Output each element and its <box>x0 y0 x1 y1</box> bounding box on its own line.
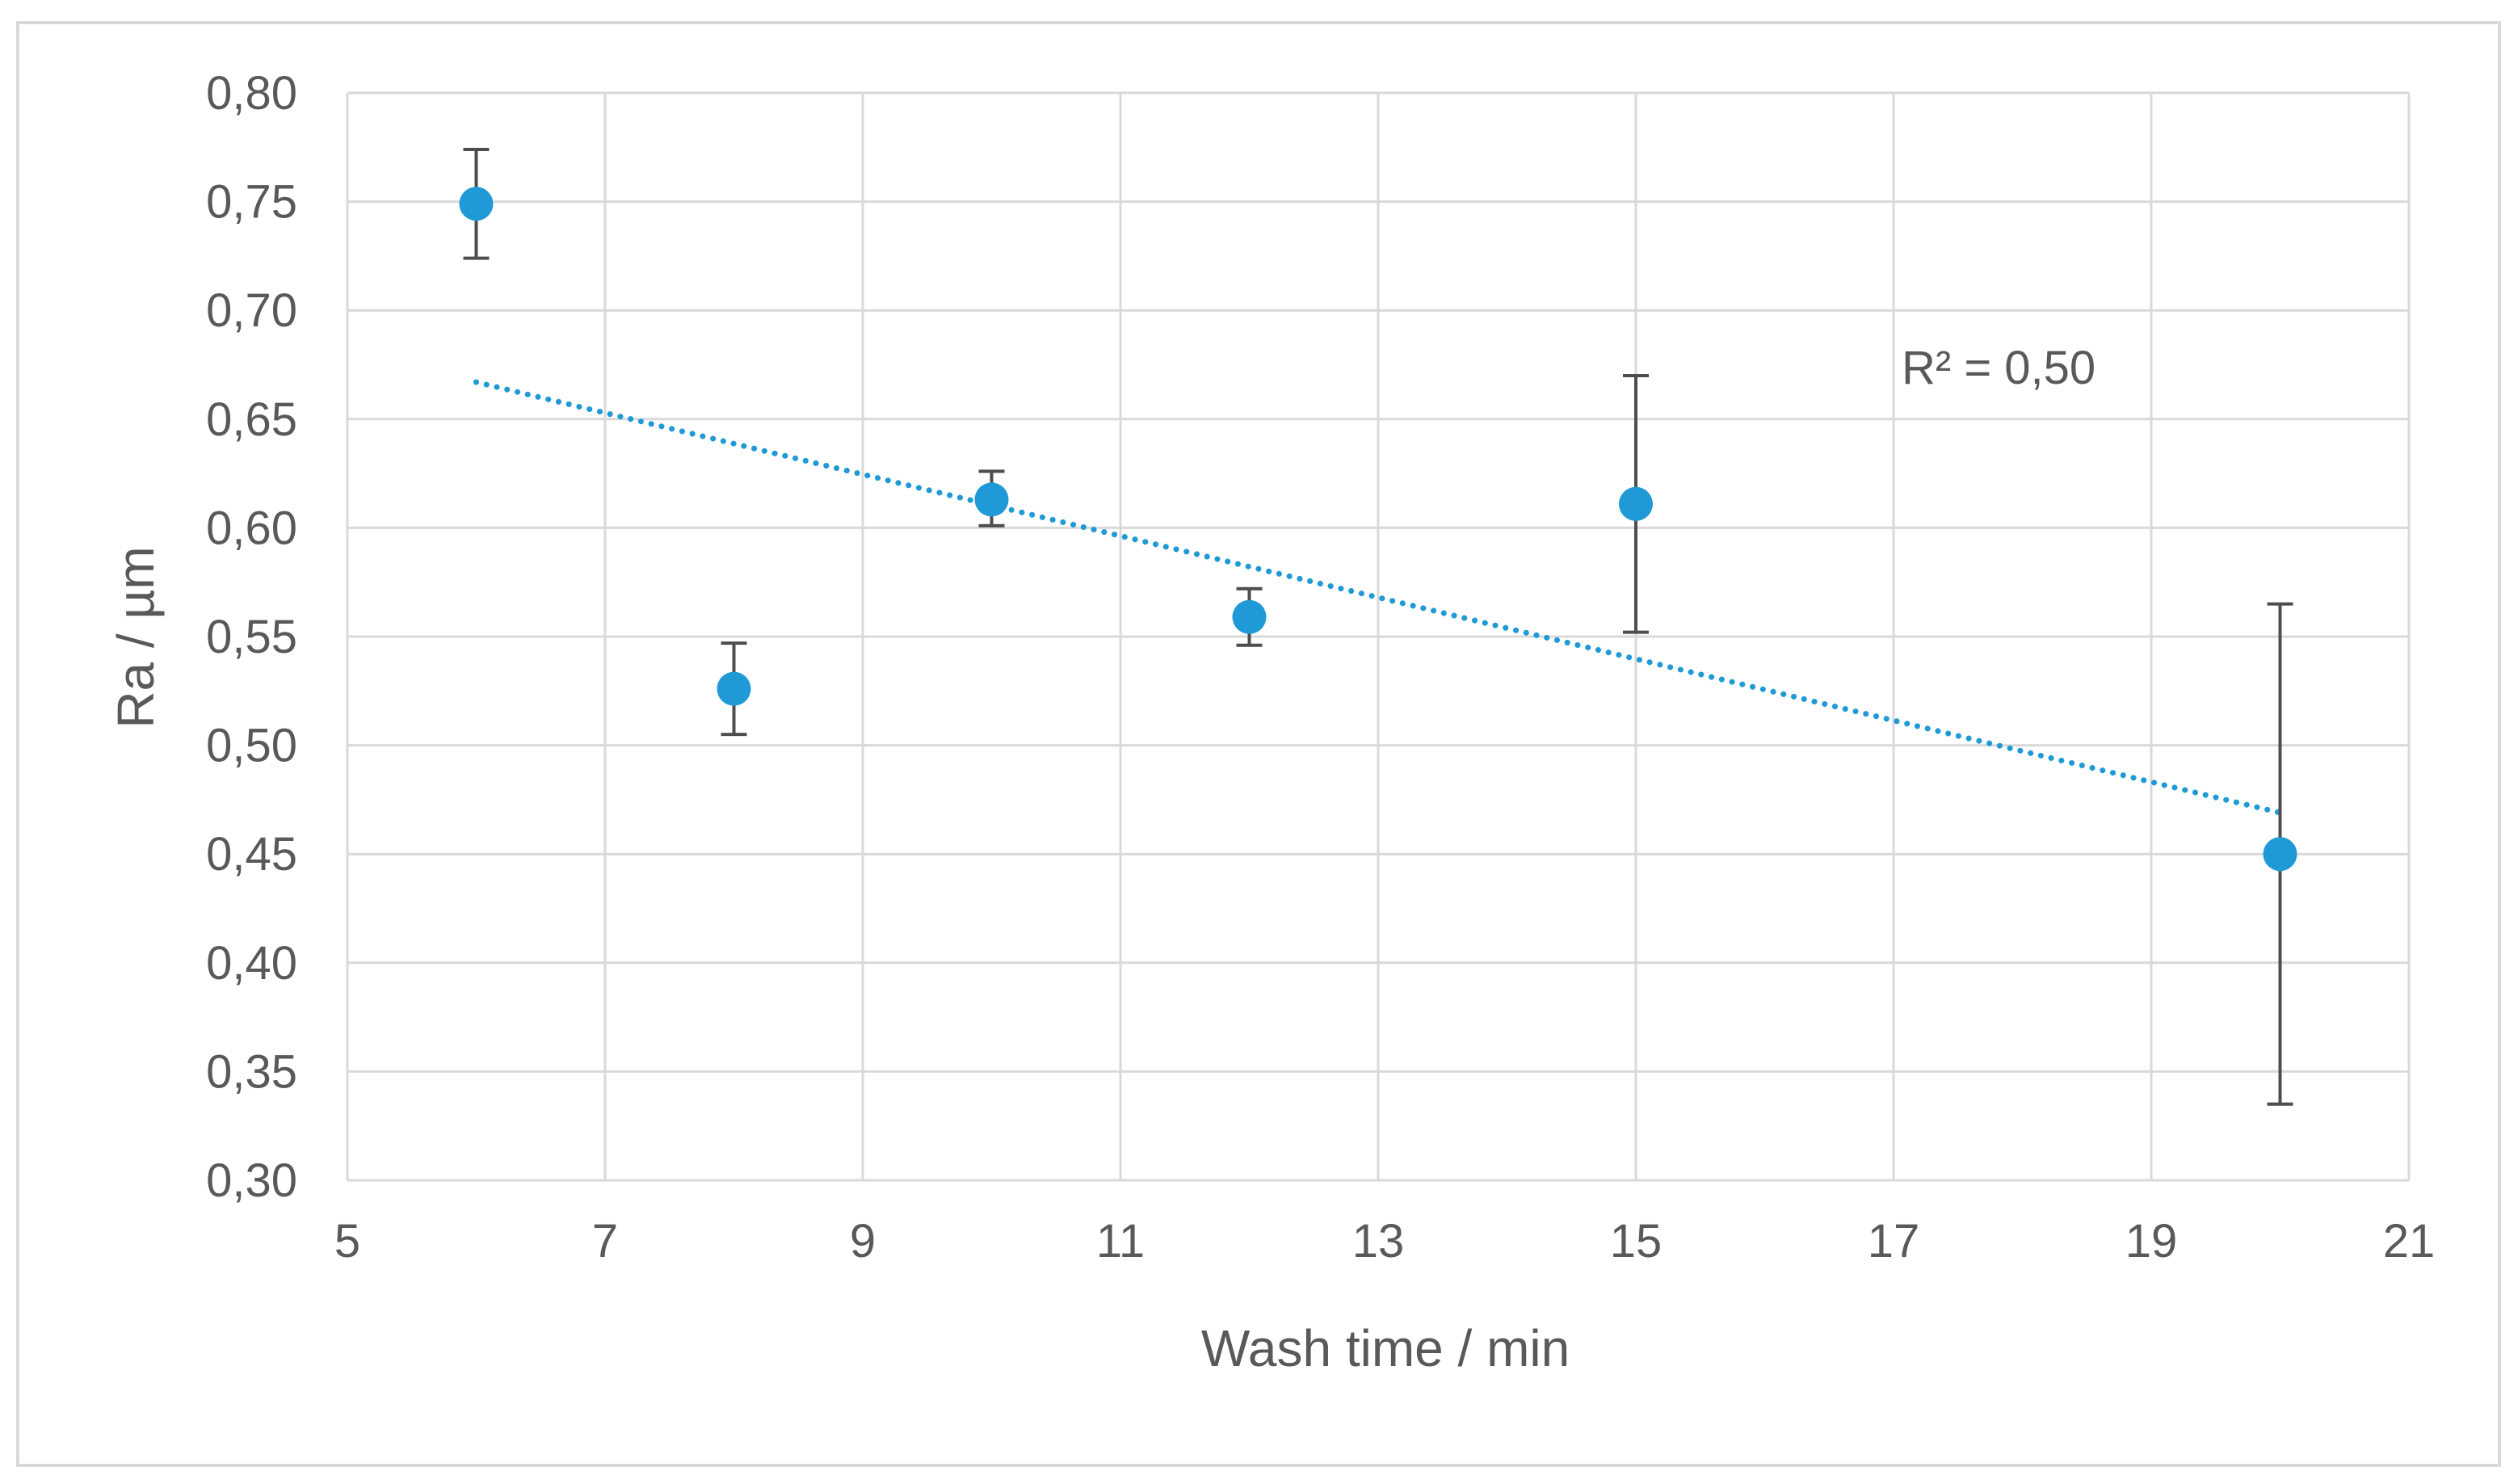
data-point <box>1619 486 1653 521</box>
y-tick-label: 0,70 <box>206 284 297 337</box>
x-tick-labels: 5 7 9 11 13 15 17 19 21 <box>334 1215 2435 1267</box>
y-axis-title: Ra / µm <box>107 546 165 728</box>
y-tick-label: 0,30 <box>206 1154 297 1207</box>
x-tick-label: 7 <box>592 1215 618 1267</box>
data-point <box>717 671 751 706</box>
y-tick-label: 0,45 <box>206 828 297 881</box>
data-point <box>2263 837 2297 872</box>
x-axis-title: Wash time / min <box>1201 1319 1570 1377</box>
x-tick-label: 17 <box>1868 1215 1920 1267</box>
y-tick-labels: 0,30 0,35 0,40 0,45 0,50 0,55 0,60 0,65 0,70 0,75… <box>206 67 297 1207</box>
grid <box>346 91 2411 1182</box>
y-tick-label: 0,75 <box>206 176 297 229</box>
x-tick-label: 9 <box>850 1215 876 1267</box>
data-point <box>974 482 1009 517</box>
x-tick-label: 19 <box>2125 1215 2178 1267</box>
y-tick-label: 0,65 <box>206 393 297 446</box>
y-tick-label: 0,55 <box>206 611 297 663</box>
x-tick-label: 11 <box>1096 1215 1145 1267</box>
x-tick-label: 15 <box>1610 1215 1663 1267</box>
y-tick-label: 0,50 <box>206 720 297 772</box>
y-tick-label: 0,60 <box>206 502 297 554</box>
y-tick-label: 0,35 <box>206 1045 297 1098</box>
y-tick-label: 0,40 <box>206 937 297 990</box>
x-tick-label: 5 <box>334 1215 360 1267</box>
r-squared-annotation: R² = 0,50 <box>1902 342 2096 394</box>
data-point <box>459 187 494 221</box>
trendline-group <box>473 379 2283 816</box>
chart-border <box>16 21 2501 1467</box>
x-tick-label: 13 <box>1352 1215 1405 1267</box>
trendline <box>473 379 2283 816</box>
x-tick-label: 21 <box>2383 1215 2436 1267</box>
data-points <box>459 187 2297 872</box>
y-tick-label: 0,80 <box>206 67 297 120</box>
data-point <box>1232 599 1267 634</box>
